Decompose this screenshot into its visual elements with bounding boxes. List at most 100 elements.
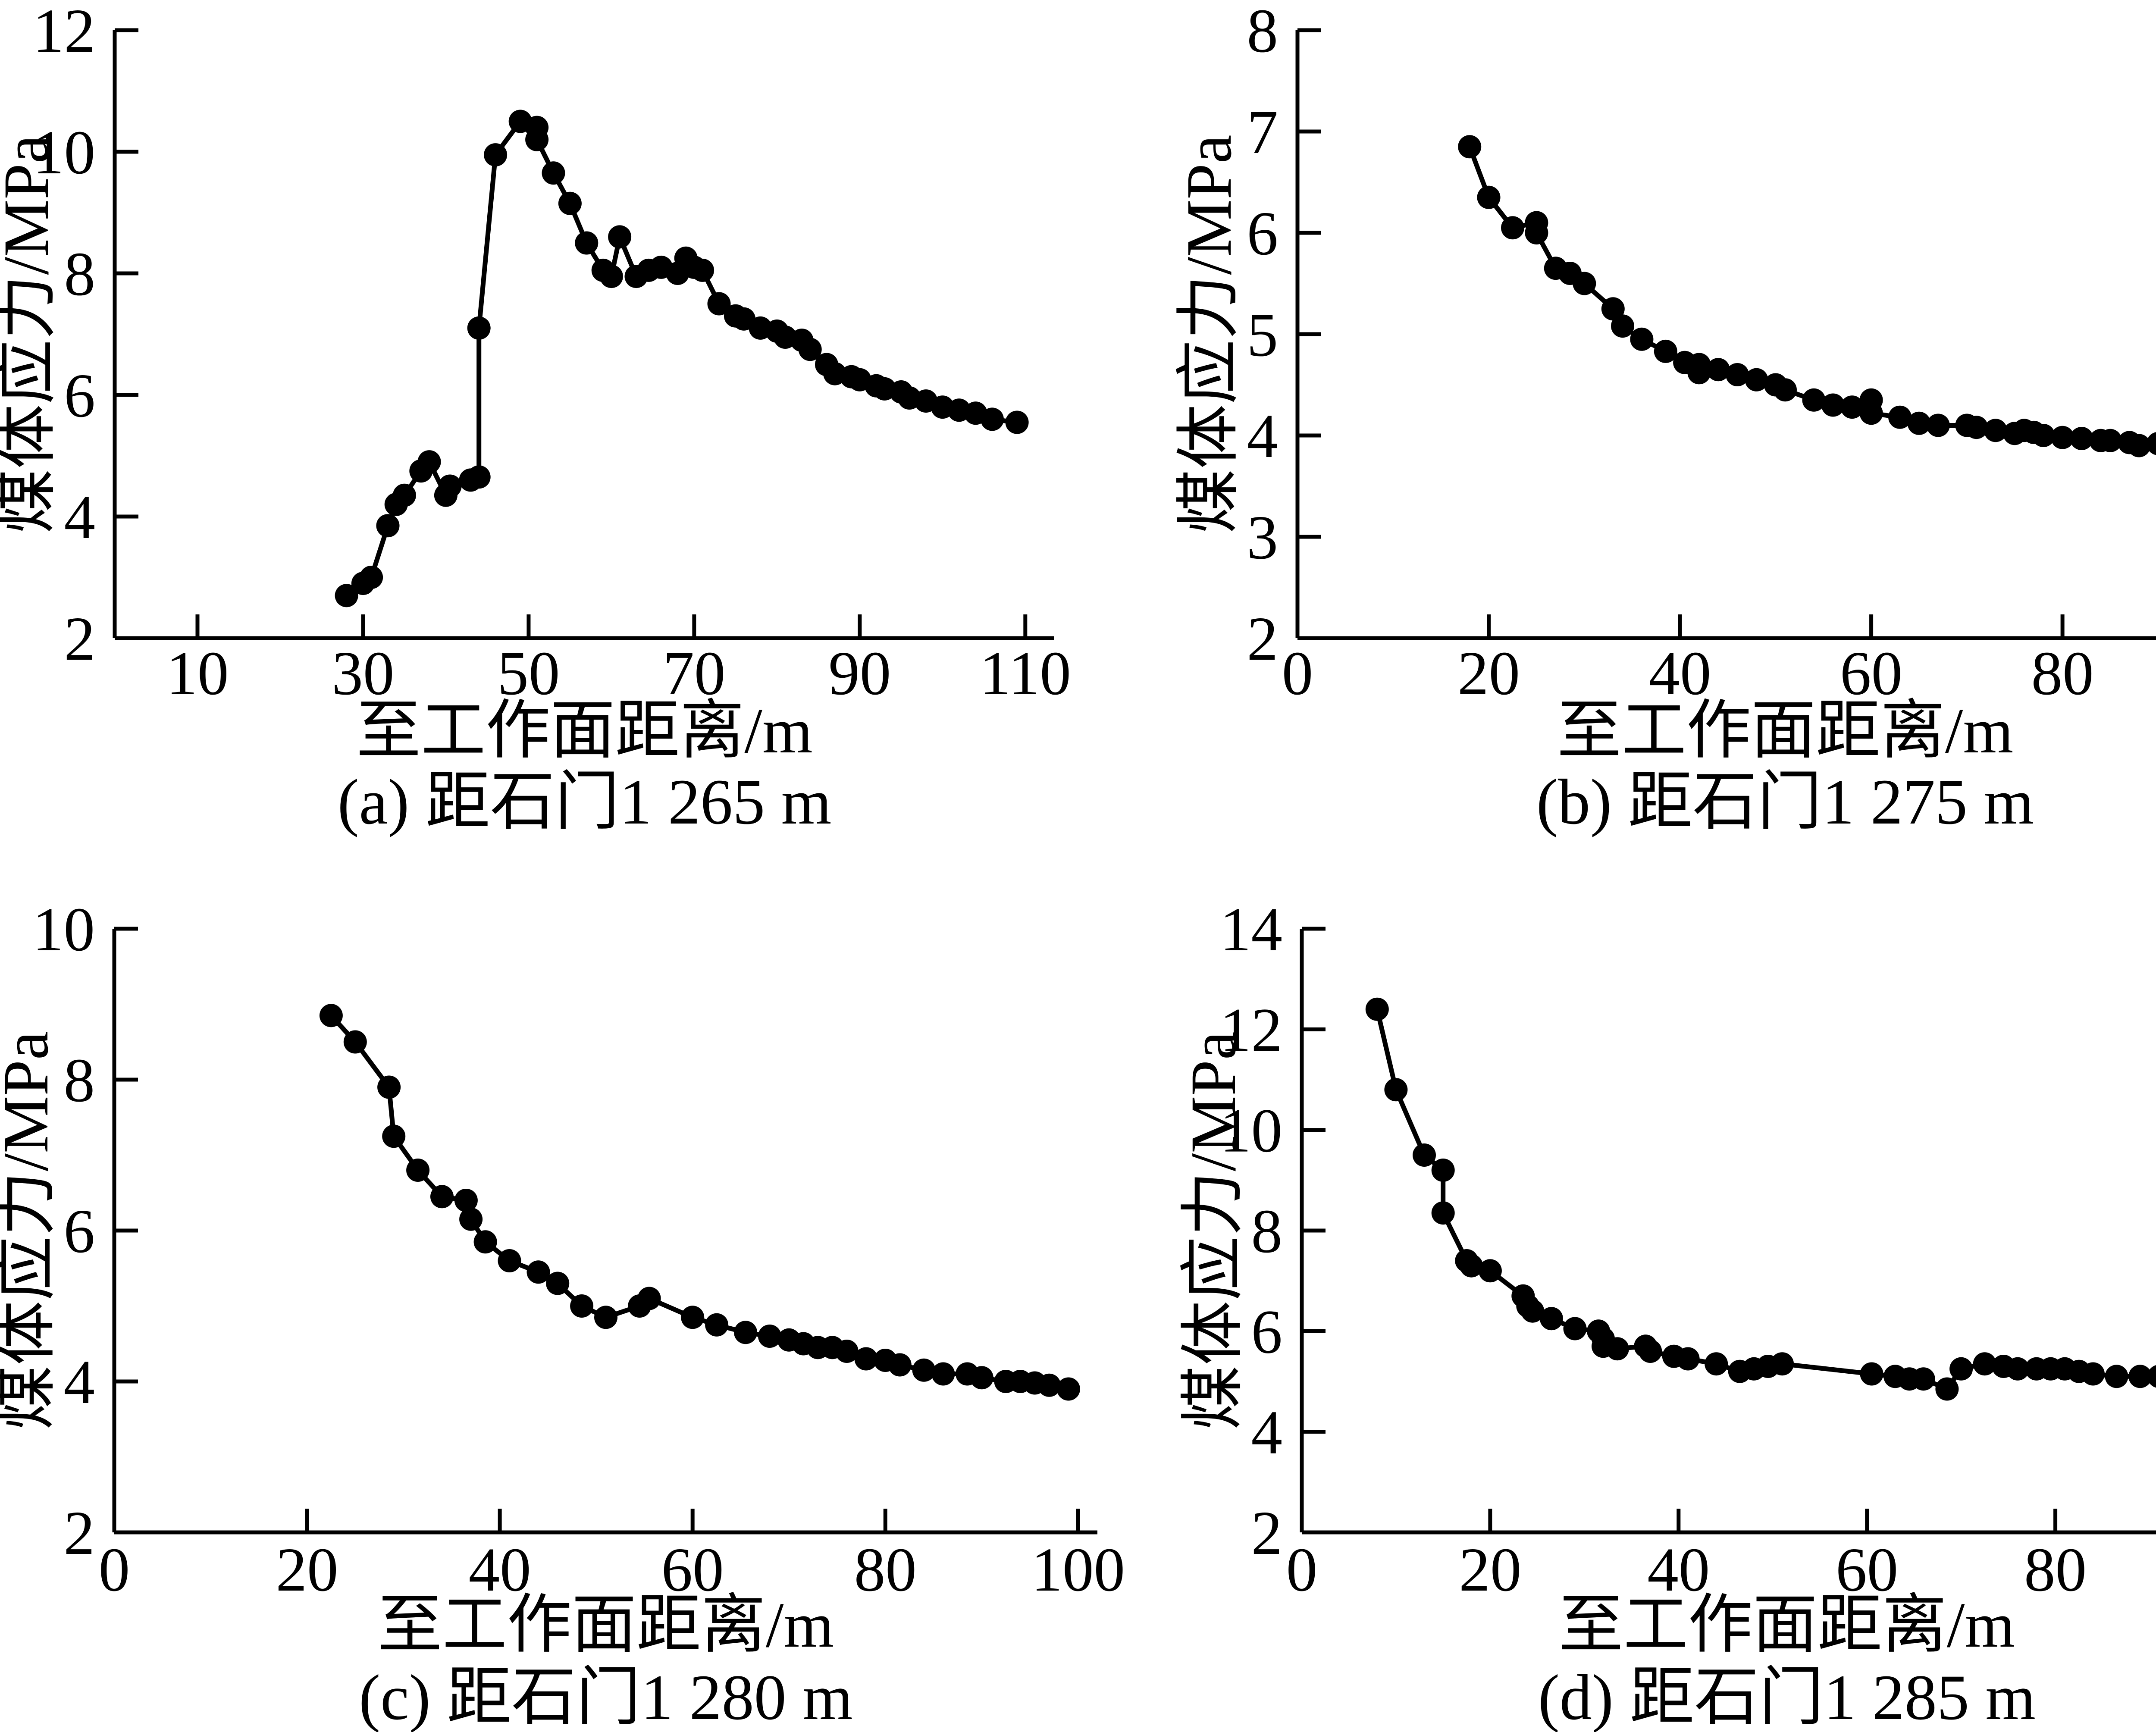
x-tick-label: 110 bbox=[980, 639, 1071, 708]
data-point bbox=[637, 1287, 661, 1310]
data-point bbox=[2147, 1365, 2156, 1388]
data-point bbox=[438, 474, 462, 498]
data-point bbox=[1973, 1352, 1996, 1376]
data-point bbox=[1774, 378, 1797, 402]
data-point bbox=[376, 514, 400, 538]
data-point bbox=[392, 483, 416, 507]
data-point bbox=[473, 1230, 497, 1254]
x-tick-label: 90 bbox=[828, 639, 891, 708]
data-point bbox=[467, 465, 491, 489]
x-tick-label: 20 bbox=[276, 1535, 338, 1604]
y-tick-label: 2 bbox=[64, 604, 96, 673]
data-point bbox=[377, 1075, 401, 1099]
data-point bbox=[335, 584, 358, 608]
y-tick-label: 12 bbox=[1220, 996, 1282, 1065]
data-point bbox=[1521, 1299, 1545, 1323]
y-tick-label: 4 bbox=[64, 483, 96, 552]
data-point bbox=[1745, 368, 1768, 392]
data-point bbox=[1726, 363, 1749, 386]
data-point bbox=[1984, 419, 2007, 442]
data-point bbox=[1935, 1377, 1959, 1401]
data-point bbox=[970, 1366, 993, 1390]
y-tick-label: 3 bbox=[1247, 503, 1279, 572]
data-point bbox=[2146, 432, 2156, 455]
data-point bbox=[1639, 1340, 1662, 1363]
x-tick-label: 60 bbox=[1836, 1535, 1898, 1604]
data-point bbox=[498, 1249, 521, 1272]
x-tick-label: 20 bbox=[1457, 639, 1520, 708]
data-point bbox=[1705, 1352, 1728, 1376]
y-axis-title: 煤体应力/MPa bbox=[0, 1031, 62, 1430]
data-point bbox=[1926, 413, 1950, 437]
panel-caption: (b) 距石门1 275 m bbox=[1536, 766, 2034, 838]
chart-d-canvas: 2468101214020406080100煤体应力/MPa至工作面距离/m(d… bbox=[1178, 895, 2156, 1732]
data-point bbox=[608, 225, 632, 249]
data-point bbox=[1654, 339, 1677, 363]
y-tick-label: 6 bbox=[64, 361, 96, 430]
data-point bbox=[1949, 1357, 1973, 1381]
data-point bbox=[1605, 1337, 1629, 1361]
data-point bbox=[546, 1272, 570, 1295]
panel-caption: (a) 距石门1 265 m bbox=[338, 766, 832, 838]
y-tick-label: 10 bbox=[33, 118, 95, 187]
data-point bbox=[417, 450, 441, 474]
data-point bbox=[1676, 1347, 1700, 1371]
data-point bbox=[835, 1340, 859, 1363]
panel-d: 2468101214020406080100煤体应力/MPa至工作面距离/m(d… bbox=[1142, 866, 2156, 1732]
y-tick-label: 4 bbox=[64, 1348, 95, 1417]
y-tick-label: 10 bbox=[1220, 1096, 1282, 1165]
y-axis-title: 煤体应力/MPa bbox=[1178, 1031, 1249, 1430]
data-point bbox=[1413, 1143, 1436, 1167]
data-point bbox=[1630, 327, 1654, 351]
x-tick-label: 0 bbox=[1282, 639, 1313, 708]
data-point bbox=[599, 265, 623, 288]
x-axis-title: 至工作面距离/m bbox=[378, 1589, 834, 1661]
data-point bbox=[526, 1260, 550, 1284]
x-tick-label: 60 bbox=[661, 1535, 724, 1604]
data-point bbox=[888, 1353, 912, 1377]
x-tick-label: 60 bbox=[1840, 639, 1902, 708]
data-point bbox=[1458, 135, 1482, 159]
x-tick-label: 80 bbox=[854, 1535, 917, 1604]
data-point bbox=[406, 1159, 430, 1182]
data-point bbox=[1965, 416, 1988, 439]
data-point bbox=[558, 191, 582, 215]
data-point bbox=[525, 128, 549, 151]
data-point bbox=[1037, 1373, 1061, 1397]
y-tick-label: 2 bbox=[1251, 1499, 1283, 1568]
data-point bbox=[2051, 426, 2075, 449]
y-tick-label: 4 bbox=[1247, 402, 1279, 471]
data-point bbox=[2070, 427, 2093, 450]
x-tick-label: 0 bbox=[99, 1535, 130, 1604]
panel-a: 2 4 6 8 10 12 10 30 50 70 90 110 煤体应力/MPa 至工作面距离/m (a)… bbox=[0, 0, 1142, 866]
panel-c: 2 4 6 8 10 0 20 40 60 80 100 煤体应力/MPa 至工作面距离/m (c) 距石… bbox=[0, 866, 1142, 1732]
data-point bbox=[1802, 388, 1826, 412]
data-point bbox=[430, 1185, 454, 1209]
data-point bbox=[1859, 401, 1883, 425]
y-tick-label: 8 bbox=[1247, 0, 1279, 66]
data-point bbox=[705, 1313, 729, 1337]
data-point bbox=[2105, 1365, 2128, 1388]
data-point bbox=[1501, 216, 1524, 240]
x-tick-label: 50 bbox=[497, 639, 560, 708]
data-point bbox=[2081, 1362, 2105, 1386]
y-tick-label: 6 bbox=[64, 1197, 95, 1266]
y-tick-label: 10 bbox=[32, 895, 95, 964]
data-point bbox=[1563, 1317, 1587, 1340]
x-tick-label: 20 bbox=[1459, 1535, 1521, 1604]
data-point bbox=[360, 566, 383, 589]
data-point bbox=[798, 338, 822, 361]
data-point bbox=[1888, 405, 1912, 429]
x-tick-label: 70 bbox=[663, 639, 725, 708]
data-point bbox=[1525, 221, 1548, 244]
data-point bbox=[931, 1362, 955, 1386]
x-tick-label: 100 bbox=[1031, 1535, 1125, 1604]
data-point bbox=[1477, 185, 1501, 209]
data-point bbox=[1912, 1367, 1935, 1391]
data-point bbox=[691, 258, 714, 282]
data-point bbox=[1706, 358, 1730, 382]
data-point bbox=[1478, 1259, 1502, 1283]
data-point bbox=[575, 231, 599, 255]
